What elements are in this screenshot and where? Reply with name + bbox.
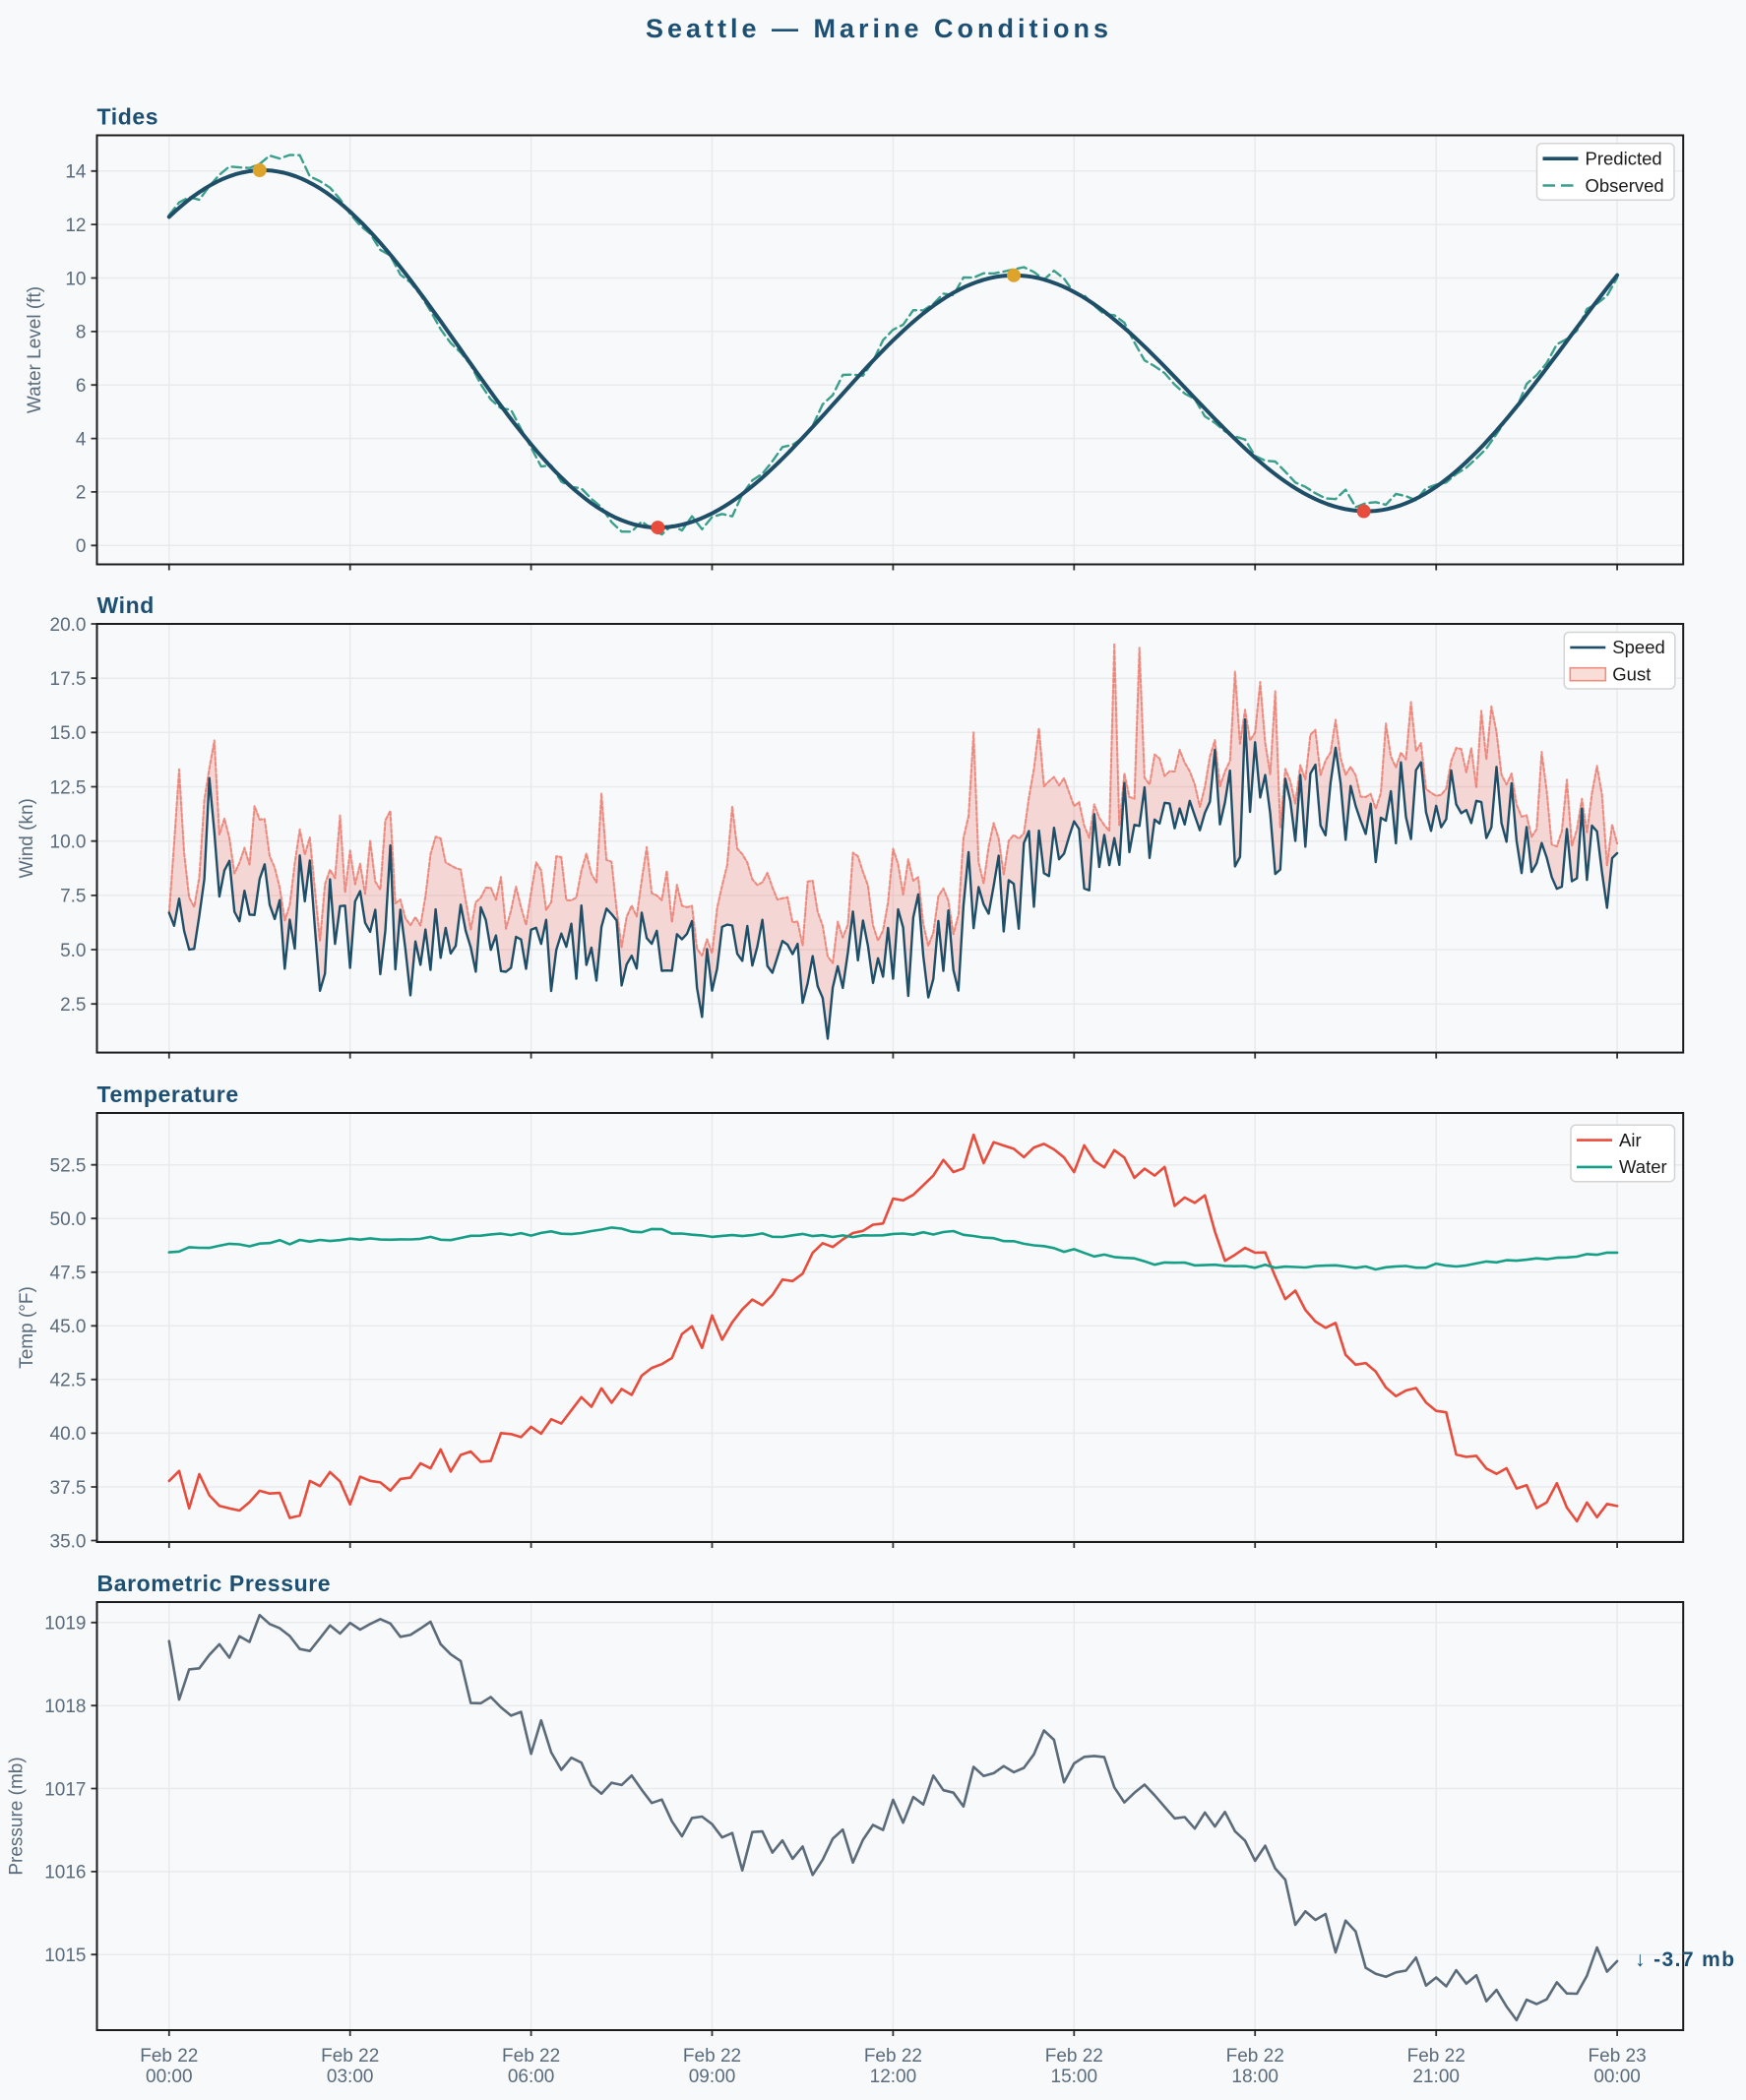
svg-text:Pressure (mb): Pressure (mb) (7, 1757, 28, 1875)
svg-text:Predicted: Predicted (1586, 149, 1662, 169)
svg-text:0: 0 (76, 536, 87, 557)
svg-text:17.5: 17.5 (50, 669, 87, 690)
svg-text:5.0: 5.0 (60, 941, 86, 961)
svg-text:52.5: 52.5 (50, 1156, 87, 1177)
svg-text:00:00: 00:00 (146, 2067, 193, 2087)
svg-text:7.5: 7.5 (60, 887, 86, 907)
svg-text:Feb 22: Feb 22 (1045, 2046, 1103, 2067)
svg-text:45.0: 45.0 (50, 1317, 87, 1337)
svg-text:Feb 22: Feb 22 (1407, 2046, 1465, 2067)
svg-text:Temperature: Temperature (97, 1081, 239, 1107)
svg-text:Wind: Wind (97, 592, 155, 618)
svg-text:Feb 22: Feb 22 (1226, 2046, 1284, 2067)
svg-text:18:00: 18:00 (1231, 2067, 1278, 2087)
svg-text:Tides: Tides (97, 104, 159, 130)
svg-text:12.5: 12.5 (50, 777, 87, 798)
svg-text:1015: 1015 (44, 1946, 86, 1966)
svg-text:42.5: 42.5 (50, 1371, 87, 1391)
svg-text:↓ -3.7 mb: ↓ -3.7 mb (1635, 1948, 1735, 1971)
svg-text:40.0: 40.0 (50, 1424, 87, 1445)
svg-text:Observed: Observed (1586, 175, 1664, 196)
svg-text:Water: Water (1619, 1156, 1667, 1177)
svg-text:8: 8 (76, 323, 87, 343)
svg-text:Seattle — Marine Conditions: Seattle — Marine Conditions (646, 14, 1112, 43)
svg-text:21:00: 21:00 (1412, 2067, 1460, 2087)
svg-text:Water Level (ft): Water Level (ft) (25, 286, 45, 413)
svg-text:Barometric Pressure: Barometric Pressure (97, 1571, 332, 1596)
svg-text:03:00: 03:00 (327, 2067, 374, 2087)
svg-text:20.0: 20.0 (50, 615, 87, 636)
svg-text:Feb 23: Feb 23 (1589, 2046, 1647, 2067)
svg-text:1017: 1017 (44, 1779, 86, 1800)
svg-text:4: 4 (76, 429, 87, 450)
svg-text:12: 12 (65, 216, 86, 236)
svg-text:2: 2 (76, 483, 87, 504)
svg-text:35.0: 35.0 (50, 1531, 87, 1552)
svg-text:2.5: 2.5 (60, 995, 86, 1016)
svg-text:1019: 1019 (44, 1614, 86, 1635)
svg-text:Feb 22: Feb 22 (683, 2046, 741, 2067)
svg-text:Feb 22: Feb 22 (502, 2046, 560, 2067)
svg-text:10.0: 10.0 (50, 833, 87, 853)
svg-text:14: 14 (65, 162, 87, 183)
svg-text:Feb 22: Feb 22 (864, 2046, 922, 2067)
svg-text:Temp (°F): Temp (°F) (17, 1286, 37, 1369)
svg-text:Feb 22: Feb 22 (140, 2046, 198, 2067)
svg-text:Feb 22: Feb 22 (321, 2046, 379, 2067)
svg-text:00:00: 00:00 (1593, 2067, 1641, 2087)
svg-text:12:00: 12:00 (870, 2067, 917, 2087)
svg-text:Air: Air (1619, 1130, 1642, 1150)
svg-text:10: 10 (65, 269, 86, 289)
svg-text:1018: 1018 (44, 1697, 86, 1717)
svg-text:Gust: Gust (1612, 664, 1651, 685)
svg-text:50.0: 50.0 (50, 1209, 87, 1230)
svg-text:Wind (kn): Wind (kn) (17, 798, 37, 878)
svg-text:Speed: Speed (1612, 637, 1665, 657)
svg-text:1016: 1016 (44, 1863, 86, 1884)
svg-text:06:00: 06:00 (508, 2067, 555, 2087)
svg-text:09:00: 09:00 (689, 2067, 736, 2087)
svg-text:47.5: 47.5 (50, 1264, 87, 1284)
svg-text:15:00: 15:00 (1051, 2067, 1098, 2087)
svg-text:15.0: 15.0 (50, 723, 87, 744)
svg-text:37.5: 37.5 (50, 1478, 87, 1499)
svg-text:6: 6 (76, 376, 87, 397)
